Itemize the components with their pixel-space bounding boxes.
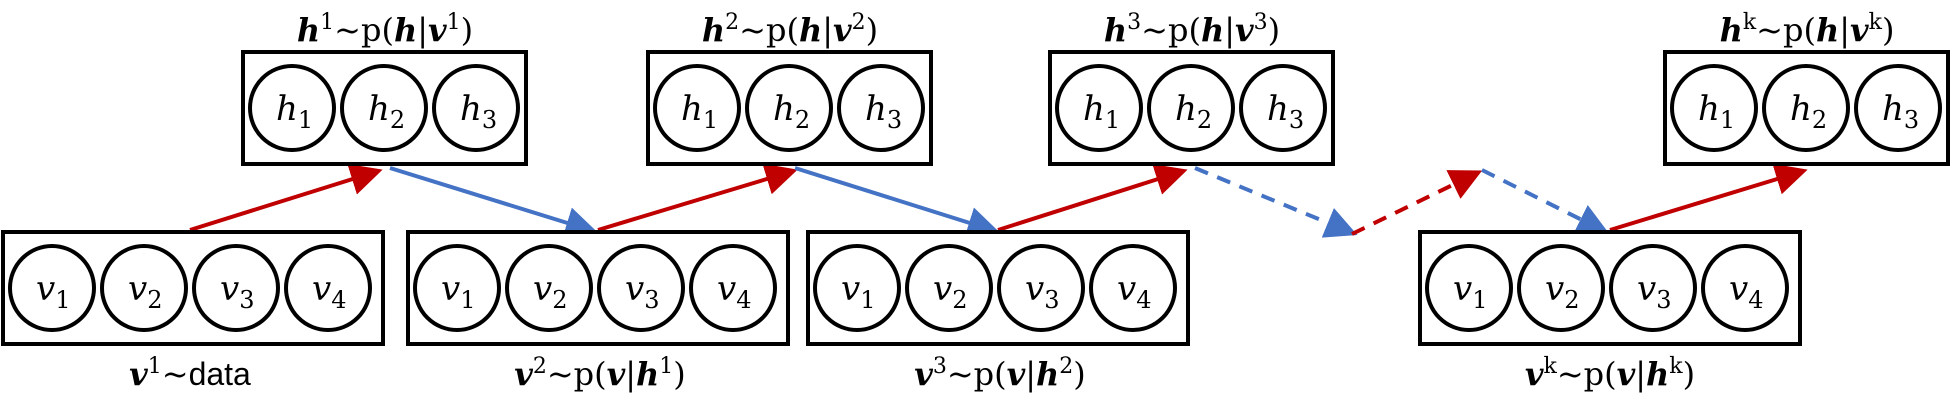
forward-arrow-k <box>1609 163 1808 232</box>
hidden-node-1 <box>248 64 336 152</box>
visible-node-label: v2 <box>933 269 968 314</box>
hidden-layer-caption-3: h3~p(h|v3) <box>1104 10 1280 49</box>
hidden-layer-2: h1 h2 h3 <box>646 50 933 166</box>
hidden-node-3 <box>432 64 520 152</box>
hidden-node-1 <box>653 64 741 152</box>
visible-layer-caption-3: v3~p(v|h2) <box>914 354 1086 393</box>
hidden-node-label: h2 <box>1175 89 1212 134</box>
hidden-layer-4: h1 h2 h3 <box>1663 50 1950 166</box>
visible-node-label: v1 <box>441 269 476 314</box>
visible-layer-caption-4: vk~p(v|hk) <box>1525 354 1695 393</box>
visible-node-label: v4 <box>1729 269 1764 314</box>
visible-layer-caption-1: v1~data <box>129 354 251 393</box>
hidden-node-1 <box>1670 64 1758 152</box>
visible-node-label: v2 <box>1545 269 1580 314</box>
hidden-node-2 <box>340 64 428 152</box>
visible-node-label: v4 <box>312 269 347 314</box>
visible-node-2 <box>905 244 993 332</box>
hidden-node-label: h1 <box>681 89 718 134</box>
hidden-layer-1: h1 h2 h3 <box>241 50 528 166</box>
visible-node-1 <box>413 244 501 332</box>
labels-group: h1~p(h|v1) h2~p(h|v2) h3~p(h|v3) hk~p(h|vk)… <box>129 10 1894 393</box>
hidden-layer-caption-4: hk~p(h|vk) <box>1720 10 1895 49</box>
layers-group: h1 h2 h3 h1 h2 h3 h1 h2 h3 h1 h2 h3 v1 v2 v3 v4 v1 v2 v3 v4… <box>1 50 1950 346</box>
forward-arrow-2 <box>597 163 798 232</box>
visible-node-label: v3 <box>1025 269 1060 314</box>
hidden-node-label: h3 <box>1882 89 1919 134</box>
hidden-node-2 <box>1147 64 1235 152</box>
forward-arrow-dashed <box>1351 170 1483 236</box>
visible-layer-caption-2: v2~p(v|h1) <box>514 354 686 393</box>
visible-node-3 <box>997 244 1085 332</box>
visible-node-2 <box>505 244 593 332</box>
visible-node-4 <box>1701 244 1789 332</box>
hidden-node-2 <box>1762 64 1850 152</box>
visible-node-label: v3 <box>625 269 660 314</box>
visible-node-label: v1 <box>841 269 876 314</box>
hidden-node-label: h2 <box>773 89 810 134</box>
visible-node-4 <box>1089 244 1177 332</box>
hidden-node-label: h3 <box>865 89 902 134</box>
forward-arrow-3 <box>997 164 1188 232</box>
hidden-node-label: h3 <box>460 89 497 134</box>
visible-node-1 <box>813 244 901 332</box>
visible-node-label: v3 <box>1637 269 1672 314</box>
visible-node-label: v1 <box>1453 269 1488 314</box>
hidden-node-label: h2 <box>1790 89 1827 134</box>
hidden-node-2 <box>745 64 833 152</box>
hidden-node-label: h3 <box>1267 89 1304 134</box>
visible-node-label: v3 <box>220 269 255 314</box>
visible-layer-2: v1 v2 v3 v4 <box>406 230 790 346</box>
hidden-layer-caption-2: h2~p(h|v2) <box>702 10 878 49</box>
visible-node-2 <box>1517 244 1605 332</box>
hidden-node-label: h2 <box>368 89 405 134</box>
visible-node-label: v2 <box>128 269 163 314</box>
forward-arrow-1 <box>189 163 383 232</box>
hidden-node-1 <box>1055 64 1143 152</box>
visible-node-label: v2 <box>533 269 568 314</box>
visible-node-label: v1 <box>36 269 71 314</box>
visible-node-3 <box>597 244 685 332</box>
hidden-node-label: h1 <box>1698 89 1735 134</box>
arrows-group <box>189 163 1808 239</box>
visible-node-1 <box>1425 244 1513 332</box>
visible-layer-4: v1 v2 v3 v4 <box>1418 230 1802 346</box>
backward-arrow-2 <box>794 166 1000 239</box>
visible-node-3 <box>192 244 280 332</box>
hidden-layer-3: h1 h2 h3 <box>1048 50 1335 166</box>
backward-arrow-1 <box>389 166 598 239</box>
visible-layer-3: v1 v2 v3 v4 <box>806 230 1190 346</box>
visible-node-4 <box>689 244 777 332</box>
visible-node-label: v4 <box>717 269 752 314</box>
hidden-node-3 <box>1854 64 1942 152</box>
visible-node-2 <box>100 244 188 332</box>
backward-arrow-dashed-2 <box>1481 168 1610 234</box>
visible-layer-1: v1 v2 v3 v4 <box>1 230 385 346</box>
visible-node-label: v4 <box>1117 269 1152 314</box>
visible-node-3 <box>1609 244 1697 332</box>
backward-arrow-dashed-1 <box>1194 166 1358 238</box>
hidden-layer-caption-1: h1~p(h|v1) <box>297 10 473 49</box>
hidden-node-3 <box>837 64 925 152</box>
hidden-node-3 <box>1239 64 1327 152</box>
hidden-node-label: h1 <box>1083 89 1120 134</box>
visible-node-4 <box>284 244 372 332</box>
visible-node-1 <box>8 244 96 332</box>
hidden-node-label: h1 <box>276 89 313 134</box>
